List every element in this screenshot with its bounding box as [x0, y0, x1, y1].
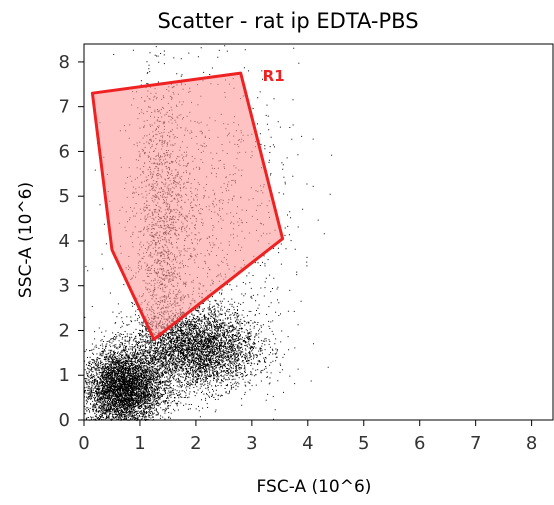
y-axis-ticks: 0 1 2 3 4 5 6 7 8 [59, 52, 84, 431]
x-tick-label: 2 [190, 433, 201, 454]
x-tick-label: 1 [134, 433, 145, 454]
y-tick-label: 7 [59, 97, 70, 118]
x-tick-label: 0 [78, 433, 89, 454]
y-tick-label: 4 [59, 231, 70, 252]
y-tick-label: 6 [59, 141, 70, 162]
y-axis-label: SSC-A (10^6) [16, 182, 36, 298]
scatter-points [84, 45, 333, 422]
x-tick-label: 6 [414, 433, 425, 454]
x-axis-label: FSC-A (10^6) [257, 477, 372, 497]
y-tick-label: 8 [59, 52, 70, 73]
x-tick-label: 7 [470, 433, 481, 454]
gate-r1-polygon[interactable] [90, 71, 285, 341]
x-tick-label: 3 [246, 433, 257, 454]
x-axis-ticks: 0 1 2 3 4 5 6 7 8 [78, 420, 537, 454]
x-tick-label: 5 [358, 433, 369, 454]
event-dots [84, 45, 333, 422]
y-tick-label: 0 [59, 410, 70, 431]
x-tick-label: 8 [526, 433, 537, 454]
y-tick-label: 2 [59, 320, 70, 341]
y-tick-label: 5 [59, 186, 70, 207]
plot-frame [83, 43, 554, 421]
chart-title: Scatter - rat ip EDTA-PBS [157, 9, 418, 33]
gate-r1-label: R1 [263, 67, 285, 85]
y-tick-label: 1 [59, 365, 70, 386]
y-tick-label: 3 [59, 276, 70, 297]
x-tick-label: 4 [302, 433, 313, 454]
